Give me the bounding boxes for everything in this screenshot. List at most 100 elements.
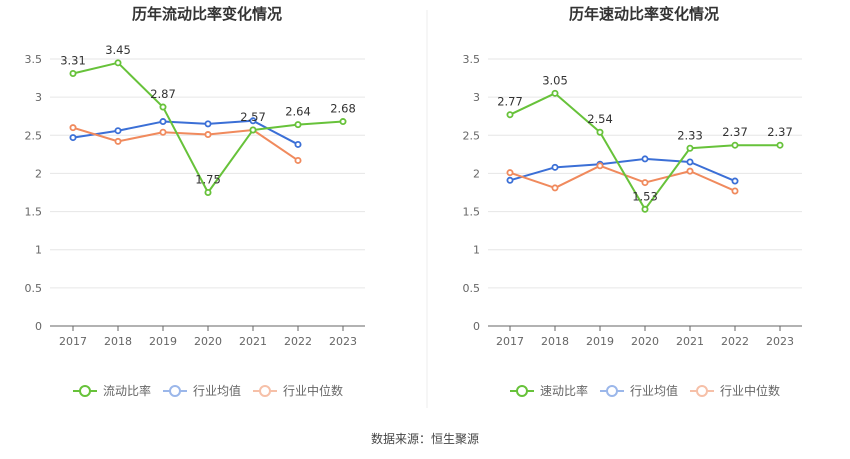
data-point[interactable] <box>731 187 739 195</box>
data-point[interactable] <box>686 167 694 175</box>
data-point[interactable] <box>204 120 212 128</box>
x-tick-label: 2018 <box>104 335 132 348</box>
x-tick-label: 2019 <box>586 335 614 348</box>
data-point[interactable] <box>731 141 739 149</box>
chart-2: 历年速动比率变化情况 0 0.5 1 1.5 2 2.5 3 3.5 2017 2018 2019 20… <box>463 5 802 398</box>
data-point[interactable] <box>641 179 649 187</box>
data-point[interactable] <box>551 163 559 171</box>
y-tick-label: 1 <box>473 244 480 257</box>
data-point[interactable] <box>249 117 257 125</box>
data-point[interactable] <box>114 59 122 67</box>
y-tick-label: 1 <box>35 244 42 257</box>
x-tick-label: 2020 <box>631 335 659 348</box>
legend-item[interactable]: 行业均值 <box>600 383 678 398</box>
data-label: 2.54 <box>587 112 613 126</box>
data-point[interactable] <box>69 69 77 77</box>
y-tick-label: 0.5 <box>463 282 481 295</box>
data-label: 2.68 <box>330 102 356 116</box>
data-label: 3.31 <box>60 53 86 67</box>
data-label: 2.37 <box>722 125 748 139</box>
x-tick-label: 2023 <box>766 335 794 348</box>
data-point[interactable] <box>596 128 604 136</box>
data-label: 2.57 <box>240 110 266 124</box>
legend-label: 行业中位数 <box>283 383 343 398</box>
y-tick-label: 2.5 <box>25 129 43 142</box>
data-point[interactable] <box>204 188 212 196</box>
data-point[interactable] <box>506 176 514 184</box>
data-point[interactable] <box>731 177 739 185</box>
y-tick-label: 1.5 <box>25 206 43 219</box>
legend-marker <box>516 385 528 397</box>
data-point[interactable] <box>641 205 649 213</box>
legend-label: 速动比率 <box>540 383 588 398</box>
series-line-median <box>72 126 299 162</box>
data-point[interactable] <box>506 169 514 177</box>
series-line-avg <box>72 119 299 146</box>
data-point[interactable] <box>249 126 257 134</box>
legend-label: 行业均值 <box>193 383 241 398</box>
source-note: 数据来源：恒生聚源 <box>371 431 479 446</box>
data-label: 2.33 <box>677 128 703 142</box>
data-point[interactable] <box>159 128 167 136</box>
data-point[interactable] <box>159 118 167 126</box>
data-point[interactable] <box>204 131 212 139</box>
data-label: 3.45 <box>105 43 131 57</box>
data-point[interactable] <box>294 156 302 164</box>
y-tick-label: 3.5 <box>25 53 43 66</box>
legend-item[interactable]: 行业均值 <box>163 383 241 398</box>
x-tick-label: 2021 <box>676 335 704 348</box>
chart-title: 历年速动比率变化情况 <box>569 5 719 23</box>
data-point[interactable] <box>596 162 604 170</box>
legend-item[interactable]: 速动比率 <box>510 383 588 398</box>
data-point[interactable] <box>776 141 784 149</box>
data-point[interactable] <box>686 158 694 166</box>
chart-title: 历年流动比率变化情况 <box>132 5 282 23</box>
x-tick-label: 2020 <box>194 335 222 348</box>
legend-label: 流动比率 <box>103 383 151 398</box>
data-point[interactable] <box>641 155 649 163</box>
legend-marker <box>79 385 91 397</box>
y-tick-label: 2.5 <box>463 129 481 142</box>
data-label: 2.87 <box>150 87 176 101</box>
data-point[interactable] <box>506 111 514 119</box>
legend-item[interactable]: 行业中位数 <box>690 383 780 398</box>
data-label: 3.05 <box>542 73 568 87</box>
data-point[interactable] <box>159 103 167 111</box>
y-tick-label: 3 <box>473 91 480 104</box>
y-tick-label: 3.5 <box>463 53 481 66</box>
legend-marker <box>606 385 618 397</box>
data-point[interactable] <box>686 144 694 152</box>
chart-1: 历年流动比率变化情况 0 0.5 1 1.5 2 2.5 3 3.5 2017 2018 2019 20… <box>25 5 365 398</box>
x-tick-label: 2021 <box>239 335 267 348</box>
legend-label: 行业均值 <box>630 383 678 398</box>
y-tick-label: 1.5 <box>463 206 481 219</box>
data-label: 1.53 <box>632 189 658 203</box>
data-label: 2.37 <box>767 125 793 139</box>
data-point[interactable] <box>339 118 347 126</box>
legend-item[interactable]: 行业中位数 <box>253 383 343 398</box>
x-tick-label: 2017 <box>59 335 87 348</box>
legend-item[interactable]: 流动比率 <box>73 383 151 398</box>
legend-marker <box>259 385 271 397</box>
data-point[interactable] <box>114 137 122 145</box>
data-label: 2.64 <box>285 105 311 119</box>
data-point[interactable] <box>551 89 559 97</box>
data-label: 2.77 <box>497 95 523 109</box>
x-tick-label: 2018 <box>541 335 569 348</box>
data-point[interactable] <box>294 140 302 148</box>
x-tick-label: 2022 <box>721 335 749 348</box>
data-point[interactable] <box>69 124 77 132</box>
y-tick-label: 2 <box>35 167 42 180</box>
data-point[interactable] <box>551 184 559 192</box>
data-point[interactable] <box>114 127 122 135</box>
y-tick-label: 3 <box>35 91 42 104</box>
data-point[interactable] <box>294 121 302 129</box>
data-point[interactable] <box>69 134 77 142</box>
x-tick-label: 2017 <box>496 335 524 348</box>
series-line-median <box>509 164 736 192</box>
legend-marker <box>169 385 181 397</box>
y-tick-label: 0 <box>35 320 42 333</box>
legend-marker <box>696 385 708 397</box>
